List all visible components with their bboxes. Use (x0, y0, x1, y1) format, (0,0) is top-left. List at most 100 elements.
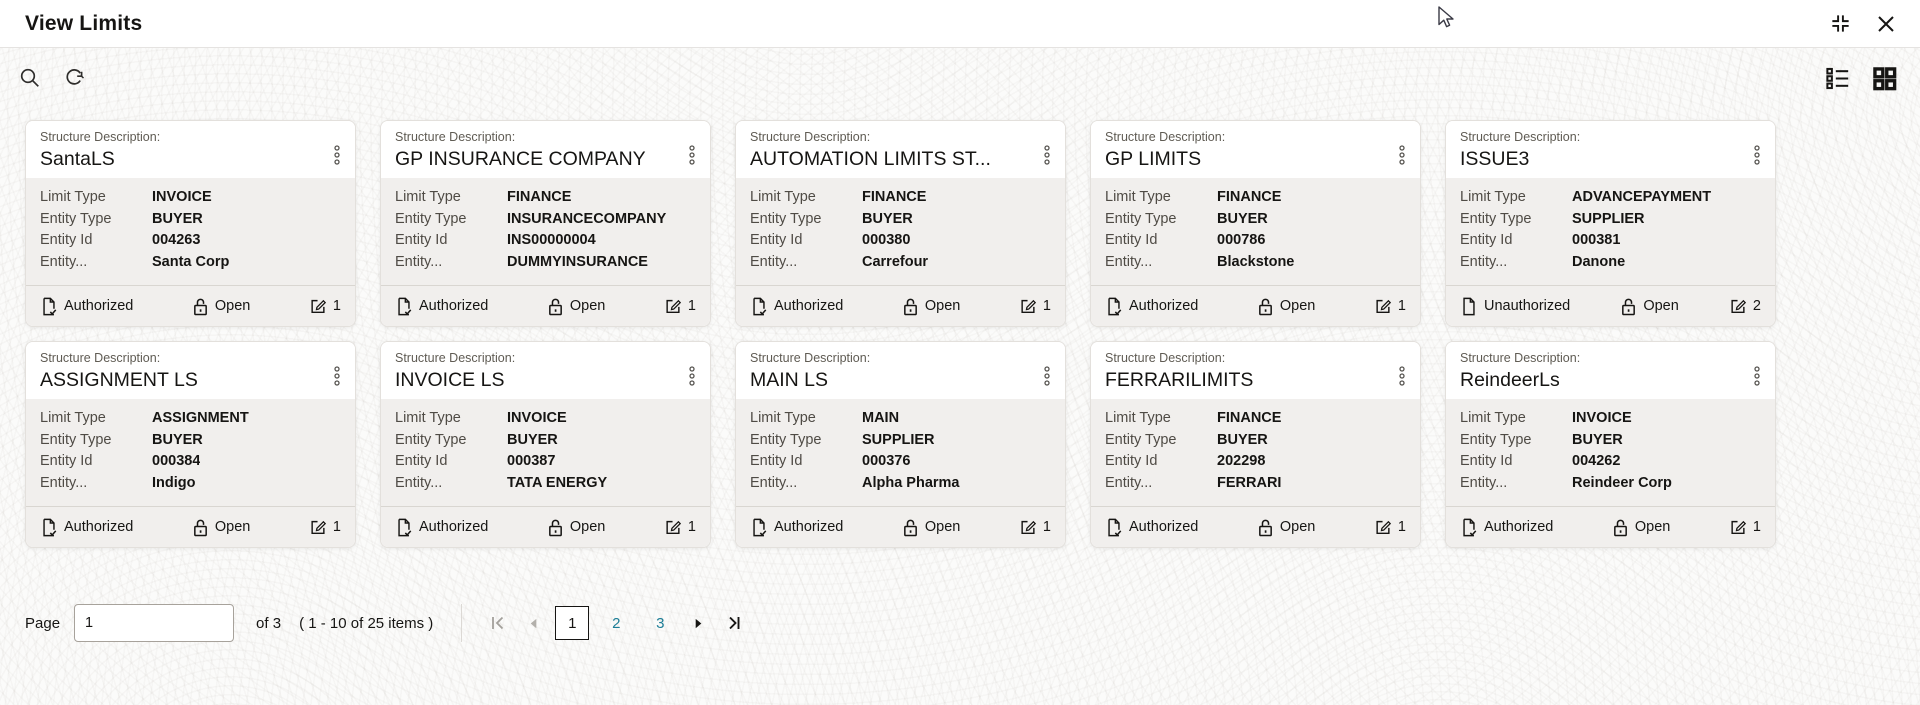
field-row: Entity Type BUYER (1460, 430, 1761, 452)
last-page-button[interactable] (720, 609, 748, 637)
card-footer: Authorized Open 1 (1091, 285, 1420, 326)
field-label: Entity Type (750, 431, 822, 448)
refresh-icon (66, 69, 85, 85)
field-label: Entity Id (750, 232, 803, 248)
kebab-icon (1044, 366, 1050, 386)
structure-name: MAIN LS (750, 369, 829, 391)
auth-status-label: Authorized (1129, 298, 1199, 314)
card-header: Structure Description: ASSIGNMENT LS (26, 342, 355, 399)
field-row: Entity... Carrefour (750, 252, 1051, 274)
close-button[interactable] (1874, 12, 1898, 36)
field-row: Limit Type ADVANCEPAYMENT (1460, 187, 1761, 209)
field-value: BUYER (152, 431, 203, 448)
card-menu-button[interactable] (1749, 138, 1765, 172)
card-footer: Authorized Open 1 (381, 285, 710, 326)
edit-icon (311, 520, 326, 535)
card-menu-button[interactable] (684, 359, 700, 393)
card-menu-button[interactable] (1039, 138, 1055, 172)
field-label: Entity Id (40, 453, 93, 469)
field-row: Limit Type ASSIGNMENT (40, 408, 341, 430)
card-header: Structure Description: GP LIMITS (1091, 121, 1420, 178)
field-value: INVOICE (1572, 410, 1632, 426)
auth-status: Authorized (395, 297, 488, 316)
lock-status: Open (192, 297, 250, 316)
page-button-3[interactable]: 3 (643, 606, 677, 640)
page-number-input[interactable] (74, 604, 235, 642)
field-label: Limit Type (40, 410, 106, 426)
structure-description-label: Structure Description: (40, 351, 161, 365)
limit-card[interactable]: Structure Description: INVOICE LS Limit … (380, 341, 711, 548)
card-header: Structure Description: MAIN LS (736, 342, 1065, 399)
card-header: Structure Description: FERRARILIMITS (1091, 342, 1420, 399)
limit-card[interactable]: Structure Description: ASSIGNMENT LS Lim… (25, 341, 356, 548)
field-row: Entity Type BUYER (40, 209, 341, 231)
unlock-icon (903, 519, 917, 536)
card-fields: Limit Type INVOICE Entity Type BUYER Ent… (26, 178, 355, 285)
limit-card[interactable]: Structure Description: GP LIMITS Limit T… (1090, 120, 1421, 327)
kebab-icon (334, 145, 340, 165)
card-fields: Limit Type FINANCE Entity Type BUYER Ent… (736, 178, 1065, 285)
field-value: SUPPLIER (1572, 210, 1645, 227)
authorized-document-icon (1463, 518, 1477, 536)
field-label: Limit Type (1460, 189, 1526, 205)
edit-count-label: 1 (1042, 519, 1051, 535)
field-value: SUPPLIER (862, 431, 935, 448)
previous-page-button[interactable] (522, 612, 545, 635)
grid-view-icon (1873, 66, 1897, 90)
edit-count-label: 1 (1397, 298, 1406, 314)
list-view-button[interactable] (1822, 63, 1853, 94)
field-value: 000387 (507, 453, 556, 469)
collapse-button[interactable] (1827, 10, 1854, 37)
authorized-document-icon (1108, 518, 1122, 536)
card-footer: Authorized Open 1 (26, 506, 355, 547)
card-menu-button[interactable] (1394, 359, 1410, 393)
edit-count: 1 (309, 297, 341, 315)
limit-card[interactable]: Structure Description: GP INSURANCE COMP… (380, 120, 711, 327)
field-row: Entity Type BUYER (1105, 430, 1406, 452)
unlock-icon (903, 298, 917, 315)
field-row: Entity... FERRARI (1105, 473, 1406, 495)
structure-description-label: Structure Description: (395, 351, 516, 365)
page-button-1[interactable]: 1 (555, 606, 590, 640)
first-page-button[interactable] (484, 609, 512, 637)
limit-card[interactable]: Structure Description: SantaLS Limit Typ… (25, 120, 356, 327)
card-menu-button[interactable] (1394, 138, 1410, 172)
field-row: Limit Type MAIN (750, 408, 1051, 430)
page-button-2[interactable]: 2 (599, 606, 633, 640)
search-button[interactable] (16, 64, 44, 92)
structure-description-label: Structure Description: (1105, 130, 1226, 144)
next-page-button[interactable] (687, 612, 710, 635)
card-menu-button[interactable] (684, 138, 700, 172)
authorized-document-icon (753, 297, 767, 315)
limit-card[interactable]: Structure Description: FERRARILIMITS Lim… (1090, 341, 1421, 548)
limit-card[interactable]: Structure Description: ISSUE3 Limit Type… (1445, 120, 1776, 327)
authorized-document-icon (398, 518, 412, 536)
limit-card[interactable]: Structure Description: ReindeerLs Limit … (1445, 341, 1776, 548)
grid-view-button[interactable] (1869, 63, 1900, 94)
field-label: Entity Id (1105, 453, 1158, 469)
card-header: Structure Description: GP INSURANCE COMP… (381, 121, 710, 178)
structure-name: ReindeerLs (1460, 369, 1560, 391)
lock-status-label: Open (924, 298, 961, 314)
auth-status-label: Authorized (774, 519, 844, 535)
limit-card[interactable]: Structure Description: AUTOMATION LIMITS… (735, 120, 1066, 327)
card-menu-button[interactable] (1039, 359, 1055, 393)
field-label: Entity Type (395, 210, 467, 227)
window-controls (1827, 10, 1898, 37)
card-fields: Limit Type FINANCE Entity Type BUYER Ent… (1091, 399, 1420, 506)
field-label: Entity Type (40, 431, 112, 448)
field-value: ASSIGNMENT (152, 410, 249, 426)
card-menu-button[interactable] (329, 138, 345, 172)
card-menu-button[interactable] (329, 359, 345, 393)
field-label: Limit Type (1105, 189, 1171, 205)
refresh-button[interactable] (60, 64, 88, 92)
structure-description-label: Structure Description: (1460, 130, 1581, 144)
structure-name: SantaLS (40, 148, 115, 170)
limit-card[interactable]: Structure Description: MAIN LS Limit Typ… (735, 341, 1066, 548)
card-menu-button[interactable] (1749, 359, 1765, 393)
pagination-bar: Page of 3 ( 1 - 10 of 25 items ) 1 2 3 (25, 604, 1920, 642)
field-value: 004262 (1572, 453, 1621, 469)
field-value: FERRARI (1217, 474, 1282, 491)
field-label: Entity... (750, 253, 798, 270)
field-value: MAIN (862, 410, 900, 426)
